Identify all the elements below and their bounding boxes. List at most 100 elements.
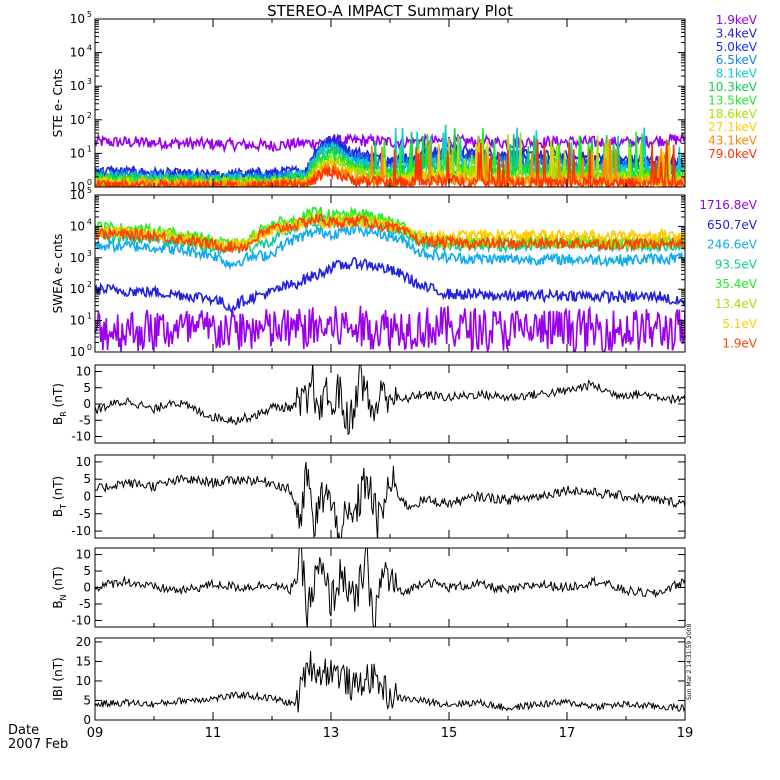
- y-tick-label: 20: [76, 635, 91, 649]
- y-axis-label-main: B: [51, 509, 65, 517]
- y-tick-exponent: 4: [87, 217, 92, 226]
- data-bt: [95, 461, 685, 538]
- y-tick-label: 10: [76, 455, 91, 469]
- series-line--b-: [95, 650, 685, 713]
- series-line-1-9kev: [95, 132, 685, 154]
- series-line-1716-8ev: [95, 305, 685, 352]
- y-axis-label-main: B: [51, 600, 65, 608]
- x-tick-label: 11: [205, 726, 222, 741]
- series-line-5-1ev: [95, 215, 685, 252]
- y-tick-label: 10: [76, 548, 91, 562]
- legend-entry: 43.1keV: [708, 134, 758, 148]
- y-tick-label: -10: [71, 613, 91, 627]
- y-tick-exponent: 0: [87, 178, 92, 187]
- y-tick-label: 5: [83, 564, 91, 578]
- y-tick-exponent: 2: [87, 111, 92, 120]
- data-bmag: [95, 650, 685, 713]
- legend-entry: 3.4keV: [716, 26, 758, 40]
- y-tick-label: 5: [83, 693, 91, 707]
- y-tick-exponent: 5: [87, 186, 92, 195]
- panel-frame: [94, 637, 686, 721]
- y-tick-label: 10: [70, 188, 85, 202]
- legend-entry: 10.3keV: [708, 80, 758, 94]
- y-tick-exponent: 3: [87, 249, 92, 258]
- y-tick-exponent: 4: [87, 44, 92, 53]
- y-tick-label: 5: [83, 472, 91, 486]
- y-tick-exponent: 1: [87, 312, 92, 321]
- legend-entry: 1716.8eV: [699, 198, 757, 212]
- y-tick-label: 0: [83, 713, 91, 727]
- y-tick-label: 10: [70, 180, 85, 194]
- series-line-bn: [95, 548, 685, 627]
- legend-entry: 246.6eV: [707, 238, 758, 252]
- data-br: [95, 365, 685, 436]
- series-line-93-5ev: [95, 213, 685, 255]
- y-tick-label: 10: [70, 251, 85, 265]
- y-tick-exponent: 5: [87, 10, 92, 19]
- y-tick-label: 0: [83, 397, 91, 411]
- series-line-bt: [95, 461, 685, 538]
- y-axis-label: BR (nT): [51, 383, 68, 425]
- legend-entry: 18.6keV: [708, 107, 758, 121]
- x-tick-label: 15: [441, 726, 458, 741]
- legend-entry: 650.7eV: [707, 218, 758, 232]
- y-axis-label-main: B: [51, 417, 65, 425]
- legend-entry: 1.9eV: [722, 337, 757, 351]
- y-tick-label: 10: [76, 674, 91, 688]
- y-tick-label: 0: [83, 490, 91, 504]
- y-tick-exponent: 0: [87, 343, 92, 352]
- legend-entry: 13.5keV: [708, 93, 758, 107]
- y-tick-label: 0: [83, 581, 91, 595]
- y-tick-label: -10: [71, 524, 91, 538]
- plot-title: STEREO-A IMPACT Summary Plot: [267, 2, 513, 20]
- legend-entry: 1.9keV: [716, 13, 758, 27]
- y-axis-label: IBI (nT): [51, 657, 65, 700]
- y-tick-label: 10: [70, 113, 85, 127]
- series-line-79-0kev: [95, 139, 685, 187]
- y-tick-label: 10: [70, 345, 85, 359]
- y-axis-label: BN (nT): [51, 566, 68, 608]
- legend-entry: 35.4eV: [715, 277, 758, 291]
- x-tick-label: 09: [87, 726, 104, 741]
- x-tick-label: 13: [323, 726, 340, 741]
- data-swea: [95, 205, 685, 352]
- y-axis-label: SWEA e- cnts: [51, 234, 65, 314]
- y-tick-label: -5: [79, 413, 91, 427]
- legend-entry: 93.5eV: [715, 257, 758, 271]
- legend-entry: 13.4eV: [715, 297, 758, 311]
- y-tick-exponent: 1: [87, 144, 92, 153]
- date-label: Date 2007 Feb: [8, 724, 68, 752]
- y-tick-exponent: 2: [87, 280, 92, 289]
- y-tick-label: -5: [79, 597, 91, 611]
- y-axis-label-unit: (nT): [51, 566, 65, 594]
- panel-frame: [94, 364, 686, 444]
- series-line-650-7ev: [95, 257, 685, 314]
- y-tick-label: 5: [83, 381, 91, 395]
- date-label-line2: 2007 Feb: [8, 737, 69, 752]
- legend-entry: 8.1keV: [716, 67, 758, 81]
- y-tick-label: 10: [70, 146, 85, 160]
- y-tick-label: 10: [70, 314, 85, 328]
- y-axis-label-subscript: N: [59, 594, 68, 600]
- generation-timestamp: Sun Mar 2 14:31:59 2008: [686, 623, 693, 700]
- data-bn: [95, 548, 685, 627]
- series-line-1-9ev: [95, 213, 685, 255]
- date-label-line1: Date: [8, 723, 40, 738]
- y-axis-label-unit: (nT): [51, 476, 65, 504]
- x-tick-label: 19: [677, 726, 694, 741]
- y-axis-label-unit: (nT): [51, 383, 65, 411]
- legend-entry: 6.5keV: [716, 53, 758, 67]
- y-tick-label: 10: [70, 12, 85, 26]
- panel-bmag: 20 15 10 5 0 IBI (nT): [51, 635, 686, 727]
- y-tick-label: 10: [70, 219, 85, 233]
- legend-entry: 5.0keV: [716, 40, 758, 54]
- y-tick-label: 10: [70, 282, 85, 296]
- y-axis-label: BT (nT): [51, 476, 68, 517]
- series-line-246-6ev: [95, 223, 685, 271]
- legend-entry: 79.0keV: [708, 147, 758, 161]
